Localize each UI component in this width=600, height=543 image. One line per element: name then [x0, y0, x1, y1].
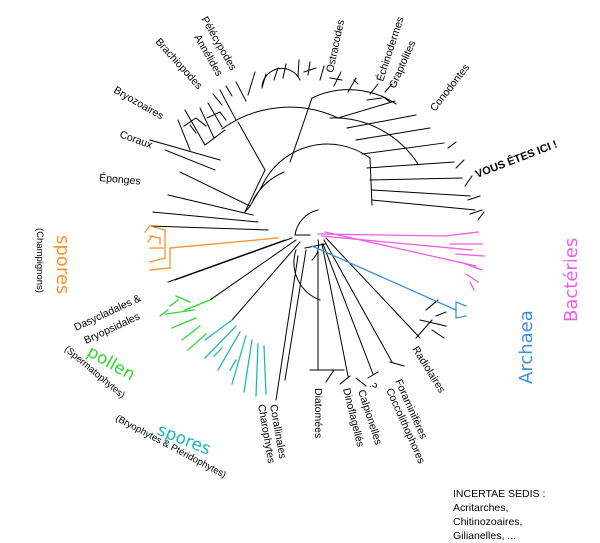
- incertae-sedis-line: Acritarches,: [453, 502, 509, 514]
- label-bryozoaires: Bryozoaires: [112, 84, 166, 122]
- label-ostracodes: Ostracodes: [324, 19, 347, 74]
- tree-branches-archaea: [311, 245, 467, 319]
- incertae-sedis-line: Chitinozoaires,: [453, 516, 523, 528]
- incertae-sedis-line: Gilianelles, ...: [453, 530, 517, 542]
- label-champignons: (Champignons): [34, 228, 45, 293]
- tree-branches-black: [149, 59, 485, 401]
- label-eponges: Éponges: [99, 171, 141, 188]
- label-diatomees: Diatomées: [312, 388, 324, 438]
- label-archaea: Archaea: [516, 310, 537, 384]
- incertae-sedis-title: INCERTAE SEDIS :: [453, 488, 546, 500]
- label-vous-etes-ici: VOUS ÊTES ICI !: [473, 138, 559, 181]
- label-spores-fungi: spores: [52, 235, 73, 294]
- tree-branches-fungi: [144, 225, 279, 271]
- tree-branches-bacteria: [317, 231, 485, 291]
- tree-branches-bryophytes: [204, 319, 267, 397]
- label-radiolaires: Radiolaires: [409, 344, 447, 395]
- incertae-sedis-note: INCERTAE SEDIS : Acritarches, Chitinozoa…: [453, 487, 545, 543]
- label-bacteries: Bactéries: [561, 238, 582, 322]
- label-coraux: Coraux: [118, 129, 155, 152]
- label-conodontes: Conodontes: [428, 62, 472, 114]
- tree-branches-spermatophytes: [159, 295, 211, 351]
- label-question: ?: [366, 381, 379, 390]
